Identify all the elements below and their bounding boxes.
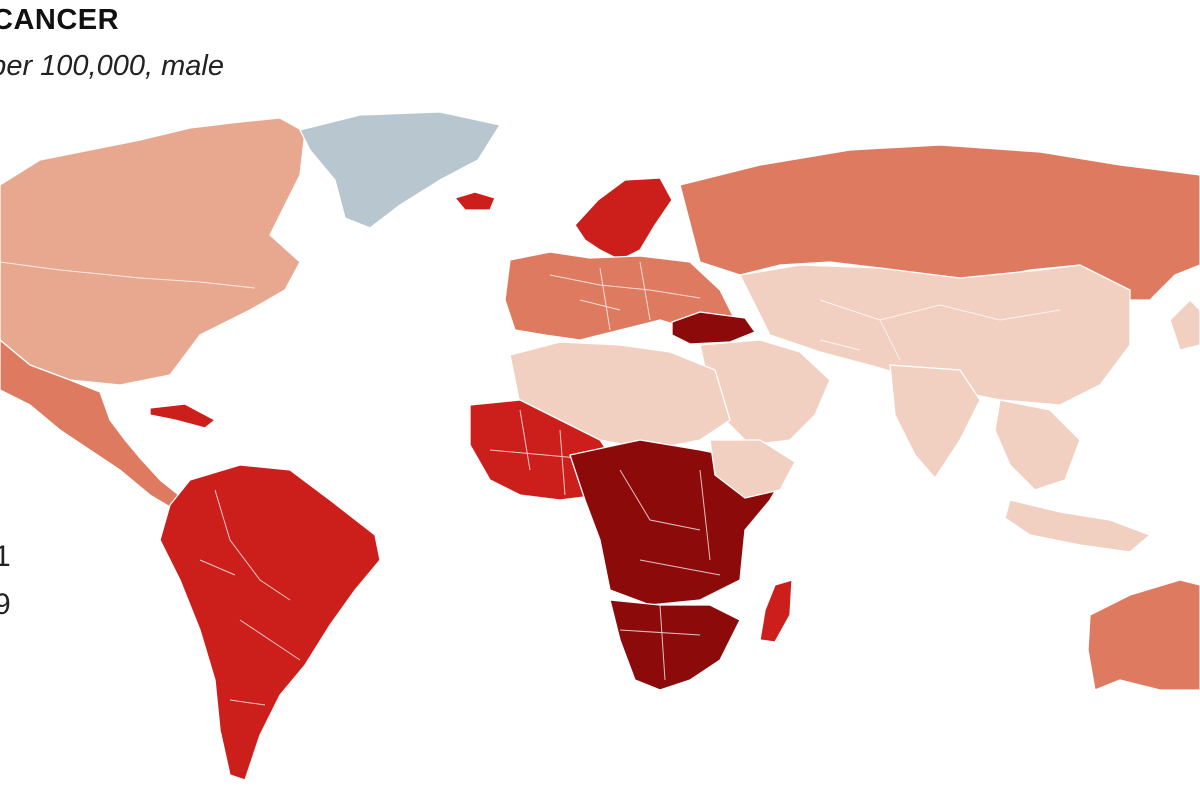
region-greenland bbox=[299, 111, 501, 229]
legend-label-fragment: 1 bbox=[0, 540, 11, 573]
region-australia bbox=[1087, 579, 1200, 691]
southern-africa-borders bbox=[619, 604, 701, 681]
region-japan bbox=[1169, 299, 1200, 351]
map-subtitle: e per 100,000, male bbox=[0, 50, 224, 82]
region-iceland bbox=[454, 191, 496, 211]
region-caribbean bbox=[149, 403, 216, 429]
region-indonesia bbox=[1004, 499, 1151, 553]
region-turkey bbox=[671, 311, 756, 345]
us-canada-border bbox=[0, 261, 256, 289]
region-horn-of-africa bbox=[709, 439, 796, 499]
region-madagascar bbox=[759, 579, 793, 643]
central-africa-borders bbox=[619, 469, 721, 576]
south-america-borders bbox=[199, 489, 301, 706]
asia-borders bbox=[819, 299, 1061, 361]
region-scandinavia bbox=[574, 177, 673, 261]
region-southeast-asia bbox=[994, 399, 1081, 491]
region-india bbox=[889, 364, 981, 479]
legend-label-fragment: 9 bbox=[0, 588, 11, 621]
region-south-america bbox=[159, 464, 381, 781]
region-southern-africa bbox=[609, 599, 741, 691]
europe-borders bbox=[549, 261, 701, 331]
map-title: CANCER bbox=[0, 4, 120, 36]
region-central-east-asia bbox=[739, 264, 1131, 406]
region-north-america bbox=[0, 117, 306, 386]
